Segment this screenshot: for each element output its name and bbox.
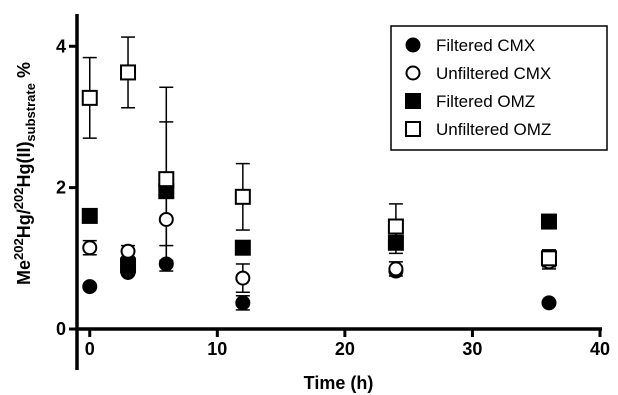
y-axis-title-part: % [14,62,34,83]
point-unfiltered-cmx [388,261,404,277]
y-axis-title-part: substrate [23,83,38,142]
y-axis-title: Me202Hg/202Hg(II)substrate % [11,62,38,285]
point-filtered-omz [387,234,404,251]
point-unfiltered-omz [540,250,557,267]
point-filtered-omz [234,239,251,256]
point-filtered-cmx [541,295,557,311]
data-points [81,64,557,311]
y-tick-label: 0 [56,319,66,339]
point-unfiltered-cmx [82,240,98,256]
x-tick-label: 40 [590,339,610,359]
legend-marker [405,65,421,81]
point-unfiltered-omz [81,89,98,106]
legend-label: Filtered OMZ [436,92,535,111]
y-axis-title-part: 202 [11,188,26,210]
legend-label: Unfiltered CMX [436,64,551,83]
point-unfiltered-omz [387,218,404,235]
y-axis-title-part: Hg/ [14,209,34,238]
point-filtered-omz [120,257,137,274]
point-unfiltered-cmx [120,243,136,259]
legend-marker [405,121,421,137]
y-tick-label: 4 [56,36,66,56]
legend-marker [405,37,421,53]
legend-box [390,25,608,151]
point-unfiltered-omz [120,64,137,81]
point-unfiltered-omz [158,171,175,188]
point-unfiltered-cmx [235,270,251,286]
x-tick-label: 20 [335,339,355,359]
y-axis-title-part: Hg(II) [14,142,34,188]
y-tick-label: 2 [56,178,66,198]
y-axis-title-part: Me [14,260,34,285]
point-unfiltered-omz [234,188,251,205]
x-tick-label: 30 [462,339,482,359]
point-filtered-cmx [158,256,174,272]
legend-marker [405,93,421,109]
x-tick-label: 0 [85,339,95,359]
legend-label: Unfiltered OMZ [436,120,551,139]
point-filtered-cmx [82,279,98,295]
legend-label: Filtered CMX [436,36,535,55]
point-unfiltered-cmx [158,211,174,227]
point-filtered-omz [540,213,557,230]
point-filtered-omz [81,207,98,224]
point-filtered-cmx [235,295,251,311]
y-axis-title-part: 202 [11,238,26,260]
x-axis-title: Time (h) [304,373,374,393]
x-tick-label: 10 [207,339,227,359]
legend: Filtered CMX Unfiltered CMX Filtered OMZ Un… [390,25,608,151]
